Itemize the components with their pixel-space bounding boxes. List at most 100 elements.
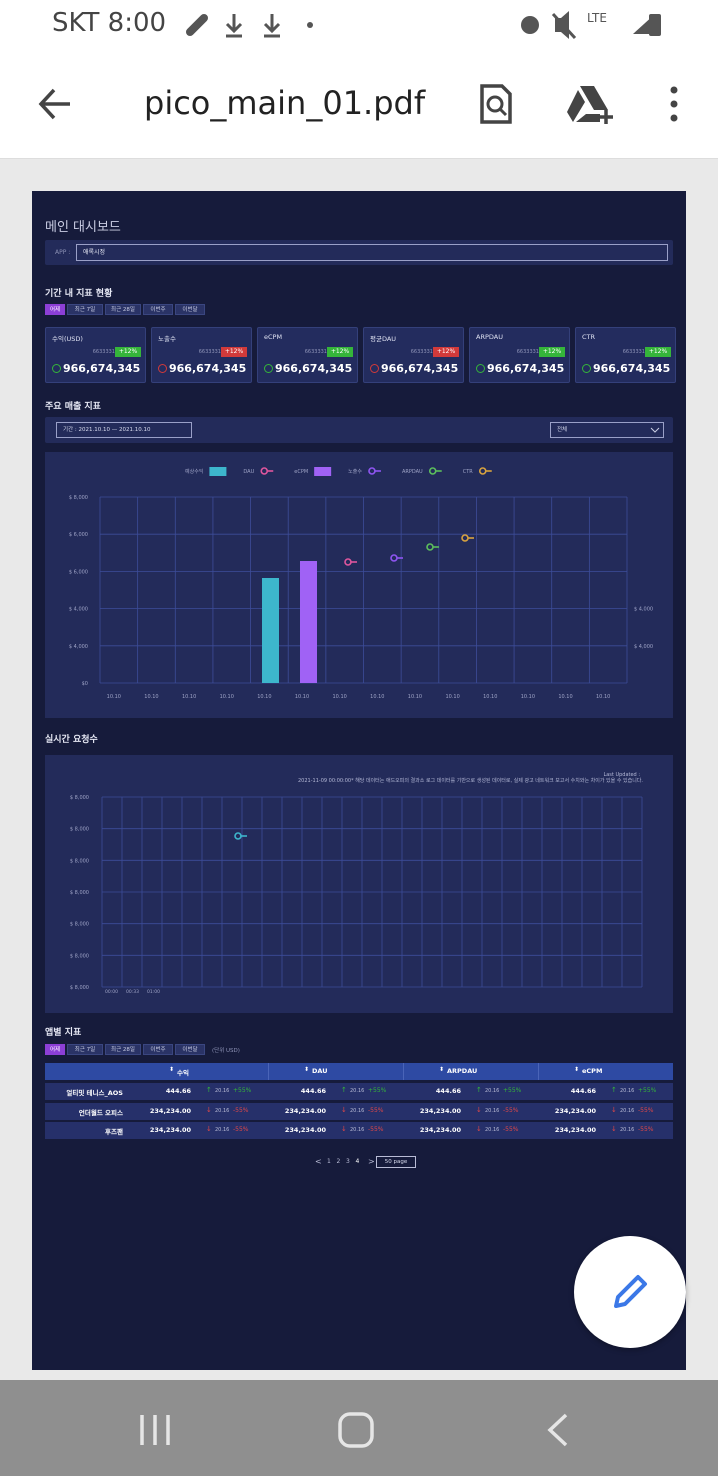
table-row[interactable] bbox=[45, 1083, 673, 1100]
page-number[interactable]: 1 bbox=[327, 1158, 331, 1165]
cell-arrow: ↓ bbox=[341, 1125, 347, 1133]
last-updated: Last Updated : bbox=[603, 772, 640, 778]
dashboard-title: 메인 대시보드 bbox=[45, 220, 121, 235]
select-caret bbox=[650, 427, 660, 433]
more-button[interactable] bbox=[666, 84, 682, 124]
cell-change: -55% bbox=[503, 1126, 519, 1133]
y-label: $ 8,000 bbox=[70, 858, 89, 864]
row-name: 언더월드 오피스 bbox=[78, 1108, 123, 1117]
page-number[interactable]: 4 bbox=[355, 1158, 360, 1165]
col-divider bbox=[268, 1063, 269, 1080]
card-value: 966,674,345 bbox=[593, 362, 671, 375]
cell-change: -55% bbox=[368, 1106, 384, 1114]
y-label: $ 8,000 bbox=[70, 922, 89, 928]
legend-label: eCPM bbox=[294, 469, 308, 475]
cell-arrow: ↓ bbox=[476, 1125, 482, 1133]
drive-button[interactable] bbox=[566, 82, 616, 126]
legend-label: DAU bbox=[243, 469, 254, 475]
table-row[interactable] bbox=[45, 1122, 673, 1139]
card-sub: 6633331 bbox=[622, 349, 645, 355]
card-icon bbox=[370, 364, 379, 373]
cell-arrow: ↓ bbox=[206, 1105, 212, 1114]
cell-change: -55% bbox=[233, 1106, 249, 1114]
home-button[interactable] bbox=[337, 1411, 377, 1449]
revenue-chart: 예상수익 DAU eCPM 노출수 ARPDAU CTR $ 8,000 $ 6,000 $ 6… bbox=[45, 452, 673, 718]
cell-delta: 20.16 bbox=[350, 1088, 365, 1094]
col-divider bbox=[538, 1063, 539, 1080]
tab[interactable]: 어제 bbox=[45, 304, 65, 315]
x-label: 10.10 bbox=[144, 694, 158, 700]
column-header: DAU bbox=[312, 1067, 328, 1075]
cell-arrow: ↑ bbox=[341, 1086, 347, 1094]
nav-bar bbox=[0, 1380, 718, 1476]
recents-button[interactable] bbox=[138, 1412, 174, 1448]
y2-label: $ 4,000 bbox=[634, 644, 653, 650]
table-row[interactable] bbox=[45, 1102, 673, 1120]
card-name: 노출수 bbox=[158, 335, 176, 343]
card-name: CTR bbox=[582, 333, 596, 341]
cell-value: 234,234.00 bbox=[284, 1106, 326, 1115]
x-label: 00:00 bbox=[105, 989, 118, 995]
row-name: 얼티밋 테니스_AOS bbox=[66, 1089, 123, 1097]
back-button[interactable] bbox=[36, 84, 76, 124]
card-value: 966,674,345 bbox=[169, 362, 247, 375]
column-header: 수익 bbox=[177, 1069, 189, 1077]
edit-fab[interactable] bbox=[574, 1236, 686, 1348]
cell-delta: 20.16 bbox=[215, 1127, 230, 1133]
cell-arrow: ↓ bbox=[206, 1125, 212, 1133]
x-label: 10.10 bbox=[521, 694, 535, 700]
y-label: $ 8,000 bbox=[69, 495, 88, 501]
status-icons-left bbox=[186, 14, 313, 38]
tab[interactable]: 이번달 bbox=[175, 304, 205, 315]
cell-value: 234,234.00 bbox=[284, 1126, 326, 1134]
legend-label: CTR bbox=[463, 469, 474, 475]
column-sort: ⬍ bbox=[169, 1066, 175, 1073]
cell-delta: 20.16 bbox=[350, 1127, 365, 1133]
page-prev[interactable]: < bbox=[315, 1157, 322, 1166]
column-sort: ⬍ bbox=[304, 1066, 310, 1073]
tab[interactable]: 최근 28일 bbox=[105, 1044, 141, 1055]
table-header[interactable] bbox=[45, 1063, 673, 1080]
page-number[interactable]: 3 bbox=[346, 1158, 350, 1165]
tab[interactable]: 이번주 bbox=[143, 304, 173, 315]
cell-value: 234,234.00 bbox=[419, 1126, 461, 1134]
realtime-chart: Last Updated :2021-11-09 00:00:00* 해당 데이… bbox=[45, 755, 673, 1013]
cell-change: -55% bbox=[368, 1126, 384, 1133]
cell-arrow: ↓ bbox=[476, 1105, 482, 1114]
cell-change: +55% bbox=[233, 1087, 252, 1094]
cell-value: 234,234.00 bbox=[149, 1106, 191, 1115]
tab[interactable]: 최근 28일 bbox=[105, 304, 141, 315]
card-value: 966,674,345 bbox=[63, 362, 141, 375]
app-input[interactable]: 애록시정 bbox=[76, 244, 668, 261]
tab[interactable]: 어제 bbox=[45, 1044, 65, 1055]
page-number[interactable]: 2 bbox=[336, 1158, 341, 1165]
x-label: 10.10 bbox=[107, 694, 121, 700]
search-doc-button[interactable] bbox=[476, 82, 516, 126]
cell-value: 234,234.00 bbox=[419, 1106, 461, 1115]
cell-change: -55% bbox=[638, 1106, 654, 1114]
card-change: +12% bbox=[115, 347, 141, 357]
period-picker[interactable]: 기간 : 2021.10.10 — 2021.10.10 bbox=[56, 422, 192, 438]
cell-value: 234,234.00 bbox=[554, 1106, 596, 1115]
type-select[interactable]: 전체 bbox=[550, 422, 664, 438]
legend-label: ARPDAU bbox=[402, 469, 423, 475]
cell-delta: 20.16 bbox=[215, 1088, 230, 1094]
card-icon bbox=[476, 364, 485, 373]
cell-delta: 20.16 bbox=[620, 1127, 635, 1133]
tab[interactable]: 이번주 bbox=[143, 1044, 173, 1055]
back-nav-button[interactable] bbox=[544, 1412, 574, 1448]
cell-arrow: ↓ bbox=[611, 1125, 617, 1133]
tab[interactable]: 최근 7일 bbox=[67, 1044, 103, 1055]
cell-value: 234,234.00 bbox=[149, 1126, 191, 1134]
bar bbox=[262, 578, 279, 683]
cell-change: +55% bbox=[638, 1087, 657, 1094]
legend-label: 노출수 bbox=[348, 468, 362, 475]
cell-value: 444.66 bbox=[165, 1087, 191, 1095]
page-size[interactable]: 50 page bbox=[376, 1156, 416, 1168]
card-sub: 6633331 bbox=[516, 349, 539, 355]
tab[interactable]: 이번달 bbox=[175, 1044, 205, 1055]
page-next[interactable]: > bbox=[368, 1157, 375, 1166]
card-sub: 6633331 bbox=[304, 349, 327, 355]
tab[interactable]: 최근 7일 bbox=[67, 304, 103, 315]
cell-value: 444.66 bbox=[300, 1087, 326, 1095]
